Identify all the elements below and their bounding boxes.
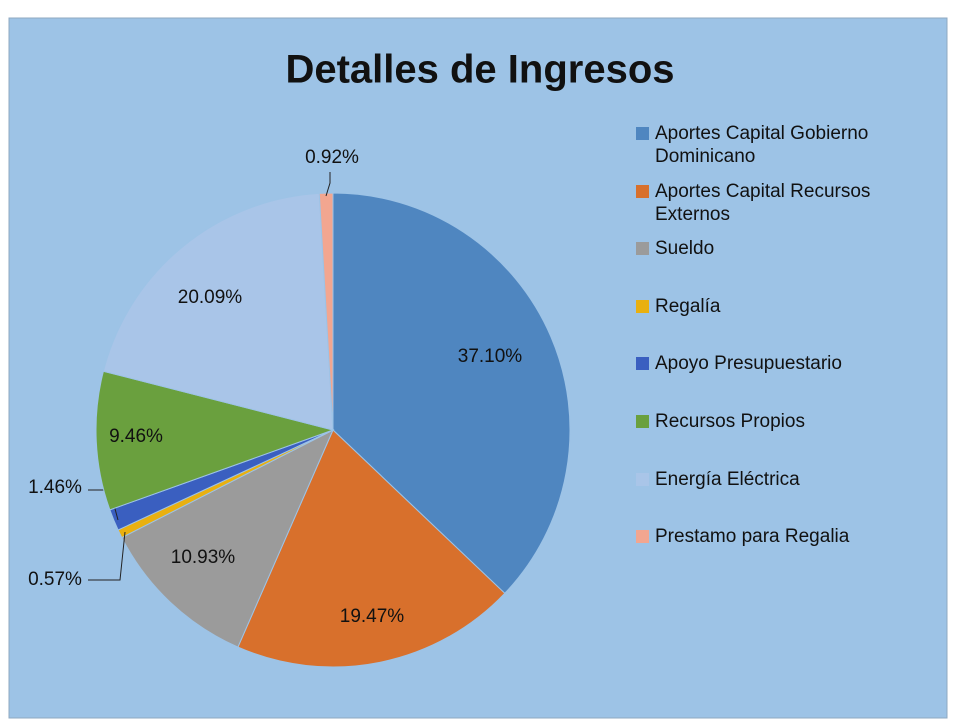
legend-label: Recursos Propios (655, 411, 805, 432)
data-label: 1.46% (28, 477, 82, 498)
data-label: 20.09% (178, 287, 243, 308)
legend-entry: Apoyo Presupuestario (636, 352, 936, 375)
pie-slice (237, 429, 506, 668)
legend-swatch (636, 184, 649, 198)
legend-label: Sueldo (655, 238, 715, 260)
legend-entry: Aportes Capital Recursos Externos (636, 180, 936, 226)
pie-slice (332, 192, 571, 595)
legend-swatch (636, 299, 649, 313)
legend-swatch (636, 472, 649, 486)
data-label: 19.47% (340, 606, 405, 627)
pie-slice (318, 192, 334, 431)
pie-slice (102, 192, 334, 431)
data-label: 9.46% (109, 426, 163, 447)
legend-label: Regalía (655, 295, 721, 317)
legend-entry: Recursos Propios (636, 410, 936, 433)
legend-label: Apoyo Presupuestario (655, 353, 842, 375)
data-label: 10.93% (171, 547, 236, 568)
legend-swatch (636, 242, 649, 256)
legend-label: Energía Eléctrica (655, 468, 800, 490)
pie-slice (121, 428, 335, 648)
data-label: 0.92% (305, 147, 359, 168)
chart-title: Detalles de Ingresos (285, 48, 674, 92)
legend-swatch (636, 530, 649, 544)
legend-label: Aportes Capital Gobierno Dominicano (655, 123, 869, 167)
legend-entry: Aportes Capital Gobierno Dominicano (636, 122, 936, 168)
data-label: 0.57% (28, 569, 82, 590)
legend-label: Aportes Capital Recursos Externos (655, 180, 871, 225)
pie-slice (95, 370, 335, 511)
legend-entry: Energía Eléctrica (636, 468, 936, 491)
legend-swatch (636, 127, 649, 140)
leader-line (88, 531, 126, 581)
legend-label: Prestamo para Regalia (655, 526, 850, 548)
legend-entry: Regalía (636, 295, 936, 318)
legend-swatch (636, 357, 649, 371)
leader-line (325, 172, 331, 197)
legend-swatch (636, 415, 649, 428)
legend-entry: Prestamo para Regalia (636, 525, 936, 548)
data-label: 37.10% (458, 346, 523, 367)
legend-entry: Sueldo (636, 237, 936, 260)
